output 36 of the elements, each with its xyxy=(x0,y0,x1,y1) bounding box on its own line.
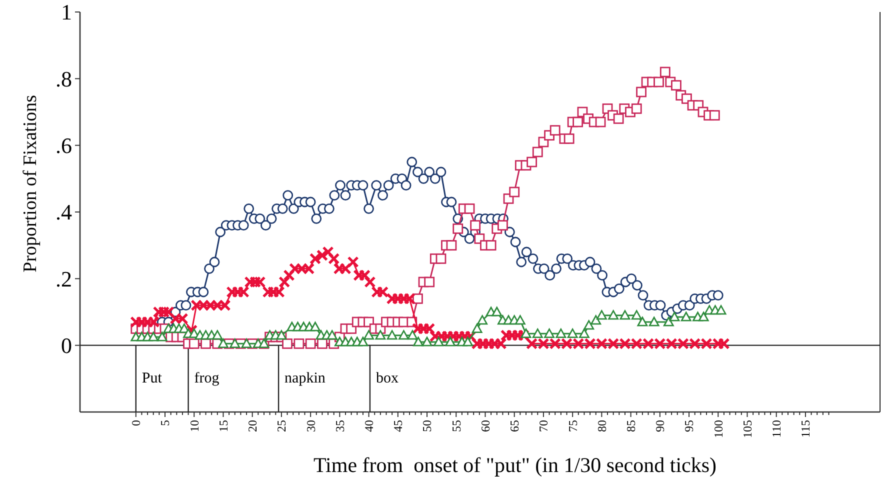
x-axis-title: Time from onset of "put" (in 1/30 second ticks) xyxy=(313,453,717,477)
x-tick-label: 55 xyxy=(449,420,464,432)
x-tick-label: 25 xyxy=(274,420,289,432)
y-axis-title: Proportion of Fixations xyxy=(20,94,41,272)
x-tick-label: 105 xyxy=(740,420,754,438)
ref-line-label: box xyxy=(376,370,399,386)
x-tick-label: 100 xyxy=(711,420,726,438)
ref-line-label: frog xyxy=(194,370,220,386)
x-tick-label: 60 xyxy=(478,420,492,432)
y-tick-label: .4 xyxy=(56,200,72,225)
x-tick-label: 50 xyxy=(420,420,434,432)
x-tick-label: 15 xyxy=(216,420,230,432)
x-tick-label: 35 xyxy=(332,420,347,432)
x-tick-label: 80 xyxy=(594,420,609,432)
y-tick-label: 0 xyxy=(61,333,72,358)
x-tick-label: 5 xyxy=(158,420,172,426)
x-tick-label: 65 xyxy=(508,420,522,432)
y-tick-label: .2 xyxy=(56,266,72,292)
x-tick-label: 110 xyxy=(770,420,784,438)
x-tick-label: 30 xyxy=(304,420,318,432)
x-tick-label: 75 xyxy=(566,420,580,432)
y-tick-label: .6 xyxy=(56,133,72,158)
x-tick-label: 85 xyxy=(624,420,638,432)
x-tick-label: 0 xyxy=(129,420,144,426)
x-tick-label: 90 xyxy=(653,420,668,432)
x-tick-label: 10 xyxy=(187,420,202,432)
ref-line-label: napkin xyxy=(284,370,326,386)
x-tick-label: 95 xyxy=(682,420,696,432)
y-tick-label: 1 xyxy=(61,0,72,25)
x-tick-label: 115 xyxy=(798,420,813,438)
y-tick-label: .8 xyxy=(56,66,72,92)
x-tick-label: 70 xyxy=(536,420,551,432)
x-tick-label: 20 xyxy=(246,420,260,432)
x-tick-label: 45 xyxy=(391,420,406,432)
ref-line-label: Put xyxy=(142,370,163,386)
x-tick-label: 40 xyxy=(362,420,376,432)
